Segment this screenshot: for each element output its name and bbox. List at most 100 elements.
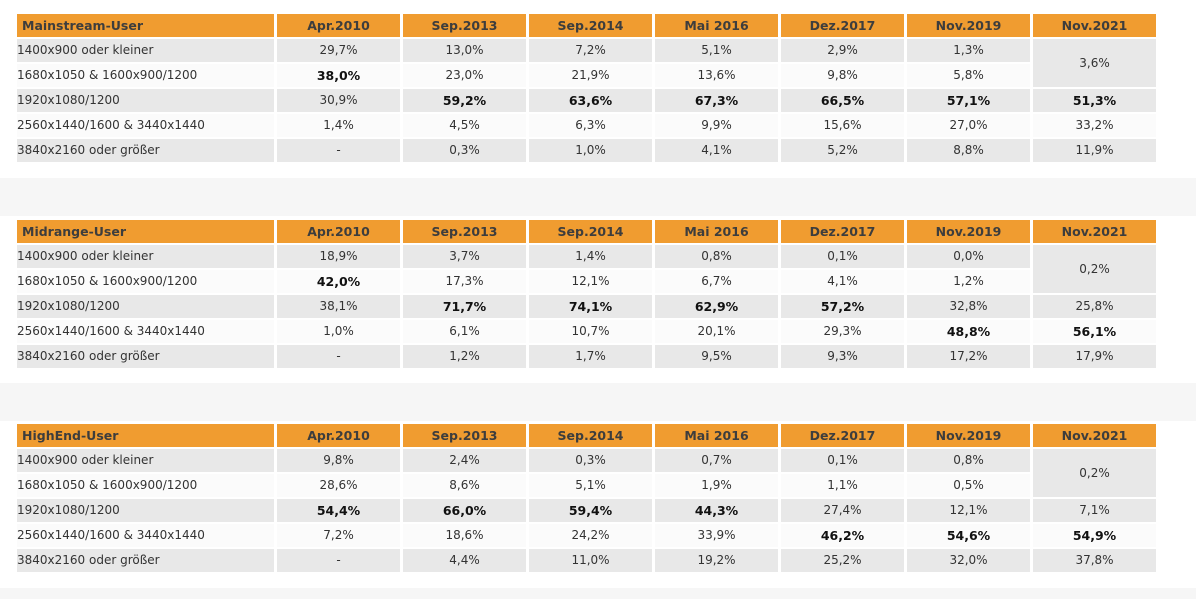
value-cell: 0,5% <box>907 474 1030 497</box>
table-row: 3840x2160 oder größer -1,2% 1,7% 9,5% 9,3% 17… <box>17 345 1156 368</box>
value-cell: 6,1% <box>403 320 526 343</box>
value-cell: 0,8% <box>655 245 778 268</box>
value-cell: 54,6% <box>907 524 1030 547</box>
value-cell: 11,0% <box>529 549 652 572</box>
value-cell: 67,3% <box>655 89 778 112</box>
table-row: 1680x1050 & 1600x900/1200 42,0% 17,3% 12,1%… <box>17 270 1156 293</box>
resolution-label: 2560x1440/1600 & 3440x1440 <box>17 524 274 547</box>
value-cell: 27,0% <box>907 114 1030 137</box>
resolution-label: 1920x1080/1200 <box>17 89 274 112</box>
value-cell: 0,1% <box>781 245 904 268</box>
value-cell: 17,2% <box>907 345 1030 368</box>
column-header: Sep.2013 <box>403 220 526 243</box>
value-cell: 8,6% <box>403 474 526 497</box>
value-cell: 25,8% <box>1033 295 1156 318</box>
value-cell: 5,2% <box>781 139 904 162</box>
value-cell: 1,3% <box>907 39 1030 62</box>
value-cell: 0,3% <box>403 139 526 162</box>
value-cell: 8,8% <box>907 139 1030 162</box>
value-cell: 5,8% <box>907 64 1030 87</box>
resolution-label: 2560x1440/1600 & 3440x1440 <box>17 114 274 137</box>
value-cell: 33,2% <box>1033 114 1156 137</box>
user-group-heading: Mainstream-User <box>17 14 274 37</box>
value-cell: 10,7% <box>529 320 652 343</box>
table-row: 1920x1080/1200 38,1% 71,7% 74,1% 62,9% 57,2% 3… <box>17 295 1156 318</box>
resolution-label: 1680x1050 & 1600x900/1200 <box>17 64 274 87</box>
value-cell: 9,9% <box>655 114 778 137</box>
value-cell: 28,6% <box>277 474 400 497</box>
table-row: 3840x2160 oder größer -4,4% 11,0% 19,2% 25,2… <box>17 549 1156 572</box>
column-header: Apr.2010 <box>277 220 400 243</box>
value-cell: 1,0% <box>277 320 400 343</box>
resolution-label: 1920x1080/1200 <box>17 499 274 522</box>
resolution-label: 2560x1440/1600 & 3440x1440 <box>17 320 274 343</box>
value-cell: 0,0% <box>907 245 1030 268</box>
table-row: 1680x1050 & 1600x900/1200 38,0% 23,0% 21,9%… <box>17 64 1156 87</box>
value-cell: 46,2% <box>781 524 904 547</box>
value-cell: 38,0% <box>277 64 400 87</box>
column-header: Sep.2013 <box>403 14 526 37</box>
value-cell: 20,1% <box>655 320 778 343</box>
value-cell: 1,0% <box>529 139 652 162</box>
value-cell: 1,9% <box>655 474 778 497</box>
value-cell: 29,3% <box>781 320 904 343</box>
value-cell: 0,1% <box>781 449 904 472</box>
value-cell: 6,3% <box>529 114 652 137</box>
value-cell: 1,7% <box>529 345 652 368</box>
value-cell: 44,3% <box>655 499 778 522</box>
value-cell: 7,2% <box>529 39 652 62</box>
value-cell: 29,7% <box>277 39 400 62</box>
table-row: 1400x900 oder kleiner 29,7% 13,0% 7,2% 5,1% 2… <box>17 39 1156 87</box>
value-cell: 9,8% <box>277 449 400 472</box>
column-header: Nov.2019 <box>907 220 1030 243</box>
value-cell: 9,3% <box>781 345 904 368</box>
value-cell: 13,6% <box>655 64 778 87</box>
column-header: Nov.2019 <box>907 424 1030 447</box>
value-cell: 5,1% <box>529 474 652 497</box>
value-cell: 74,1% <box>529 295 652 318</box>
column-header: Sep.2014 <box>529 424 652 447</box>
column-header: Apr.2010 <box>277 424 400 447</box>
value-cell: 30,9% <box>277 89 400 112</box>
value-cell: 9,8% <box>781 64 904 87</box>
value-cell: 0,3% <box>529 449 652 472</box>
column-header: Nov.2021 <box>1033 220 1156 243</box>
column-header: Sep.2014 <box>529 14 652 37</box>
value-cell: 23,0% <box>403 64 526 87</box>
value-cell: 5,1% <box>655 39 778 62</box>
value-cell: 2,9% <box>781 39 904 62</box>
value-cell: 24,2% <box>529 524 652 547</box>
table-row: 1400x900 oder kleiner 9,8% 2,4% 0,3% 0,7% 0,1… <box>17 449 1156 497</box>
value-cell: 57,2% <box>781 295 904 318</box>
resolution-label: 1400x900 oder kleiner <box>17 39 274 62</box>
resolution-label: 1680x1050 & 1600x900/1200 <box>17 474 274 497</box>
table-row: 1680x1050 & 1600x900/1200 28,6% 8,6% 5,1% 1,… <box>17 474 1156 497</box>
column-header: Mai 2016 <box>655 14 778 37</box>
table-header-row: HighEnd-User Apr.2010 Sep.2013 Sep.2014 Mai … <box>17 424 1156 447</box>
value-cell: 32,0% <box>907 549 1030 572</box>
value-cell: 2,4% <box>403 449 526 472</box>
background-tile <box>0 588 1196 599</box>
value-cell: 37,8% <box>1033 549 1156 572</box>
value-cell: 62,9% <box>655 295 778 318</box>
value-cell: 59,4% <box>529 499 652 522</box>
merged-value-cell: 0,2% <box>1033 449 1156 497</box>
table-row: 1920x1080/1200 54,4% 66,0% 59,4% 44,3% 27,4% 1… <box>17 499 1156 522</box>
value-cell: 4,1% <box>655 139 778 162</box>
resolution-table: Mainstream-User Apr.2010 Sep.2013 Sep.2014 M… <box>14 12 1159 164</box>
background-tile <box>0 178 1196 216</box>
value-cell: 6,7% <box>655 270 778 293</box>
table-row: 1920x1080/1200 30,9% 59,2% 63,6% 67,3% 66,5% 5… <box>17 89 1156 112</box>
value-cell: 32,8% <box>907 295 1030 318</box>
column-header: Dez.2017 <box>781 424 904 447</box>
user-group-heading: Midrange-User <box>17 220 274 243</box>
resolution-label: 1680x1050 & 1600x900/1200 <box>17 270 274 293</box>
resolution-label: 3840x2160 oder größer <box>17 139 274 162</box>
column-header: Sep.2014 <box>529 220 652 243</box>
value-cell: 38,1% <box>277 295 400 318</box>
column-header: Nov.2021 <box>1033 14 1156 37</box>
user-group-heading: HighEnd-User <box>17 424 274 447</box>
background-tile <box>0 383 1196 421</box>
value-cell: - <box>277 549 400 572</box>
value-cell: 13,0% <box>403 39 526 62</box>
